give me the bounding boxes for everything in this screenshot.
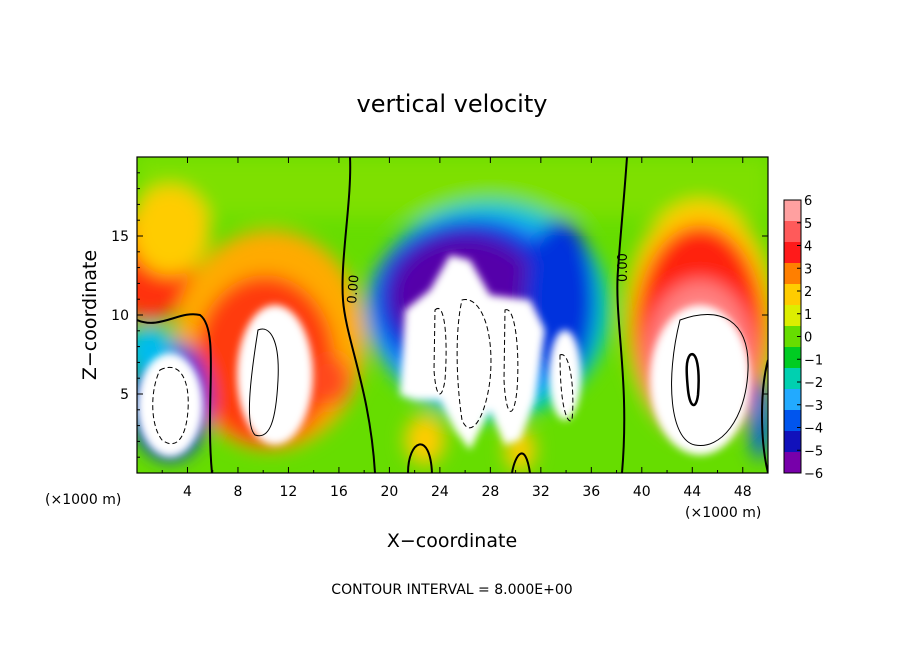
colorbar-swatch xyxy=(784,452,801,474)
colorbar-label: 4 xyxy=(804,240,812,255)
colorbar-label: −3 xyxy=(804,399,823,414)
colorbar-swatch xyxy=(784,284,801,306)
negative-contour xyxy=(503,309,519,412)
chart-title: vertical velocity xyxy=(357,90,548,118)
x-unit-label-right: (×1000 m) xyxy=(685,505,761,521)
zero-contour xyxy=(616,157,628,473)
colorbar-swatch xyxy=(784,305,801,327)
x-unit-label: (×1000 m) xyxy=(45,492,121,508)
colorbar-swatch xyxy=(784,389,801,411)
y-tick-label: 10 xyxy=(111,308,129,324)
x-axis: 4 8 12 16 20 24 28 32 36 40 44 48 xyxy=(161,157,752,500)
y-axis: 5 10 15 xyxy=(111,172,768,458)
x-tick-label: 40 xyxy=(633,484,651,500)
plot-area: 0.00 0.00 xyxy=(137,157,768,473)
y-axis-label: Z−coordinate xyxy=(79,250,101,380)
colorbar-label: 1 xyxy=(804,308,812,323)
colorbar-label: 2 xyxy=(804,285,812,300)
zero-contour xyxy=(407,443,433,473)
y-tick-label: 5 xyxy=(120,387,129,403)
x-tick-label: 8 xyxy=(233,484,242,500)
contour-label: 0.00 xyxy=(345,274,362,304)
positive-contour xyxy=(671,313,749,447)
colorbar-label: −6 xyxy=(804,467,823,482)
zero-contour xyxy=(137,313,213,473)
colorbar-swatch xyxy=(784,326,801,348)
zero-contour xyxy=(761,359,768,473)
x-tick-label: 32 xyxy=(532,484,550,500)
colorbar-label: −4 xyxy=(804,422,823,437)
colorbar-label: −5 xyxy=(804,444,823,459)
x-tick-label: 16 xyxy=(330,484,348,500)
colorbar-swatch xyxy=(784,200,801,222)
x-tick-label: 28 xyxy=(481,484,499,500)
x-tick-label: 24 xyxy=(431,484,449,500)
x-tick-label: 36 xyxy=(582,484,600,500)
colorbar-label: 5 xyxy=(804,217,812,232)
colorbar-label: 3 xyxy=(804,262,812,277)
zero-contour xyxy=(341,157,376,473)
colorbar-swatch xyxy=(784,431,801,453)
contour-interval-footer: CONTOUR INTERVAL = 8.000E+00 xyxy=(331,582,572,598)
colorbar-swatch xyxy=(784,263,801,285)
positive-contour xyxy=(248,328,279,437)
colorbar-swatch xyxy=(784,347,801,369)
colorbar-swatch xyxy=(784,242,801,264)
colorbar-label: −1 xyxy=(804,353,823,368)
x-tick-label: 20 xyxy=(380,484,398,500)
x-tick-label: 12 xyxy=(280,484,298,500)
positive-contour xyxy=(685,353,700,407)
colorbar-swatch xyxy=(784,410,801,432)
y-tick-label: 15 xyxy=(111,229,129,245)
contour-lines xyxy=(137,157,768,473)
x-tick-label: 4 xyxy=(183,484,192,500)
colorbar-swatch xyxy=(784,221,801,243)
negative-contour xyxy=(152,367,189,445)
colorbar-label: −2 xyxy=(804,376,823,391)
negative-contour xyxy=(456,299,492,429)
negative-contour xyxy=(433,307,447,395)
colorbar-swatch xyxy=(784,368,801,390)
colorbar-label: 6 xyxy=(804,194,812,209)
colorbar-label: 0 xyxy=(804,331,812,346)
negative-contour xyxy=(559,354,574,422)
x-axis-label: X−coordinate xyxy=(387,530,517,552)
contour-label: 0.00 xyxy=(616,253,631,282)
zero-contour xyxy=(511,452,531,473)
x-tick-label: 48 xyxy=(734,484,752,500)
x-tick-label: 44 xyxy=(683,484,701,500)
colorbar: 6 5 4 3 2 1 0 −1 −2 −3 −4 −5 −6 xyxy=(783,194,823,482)
